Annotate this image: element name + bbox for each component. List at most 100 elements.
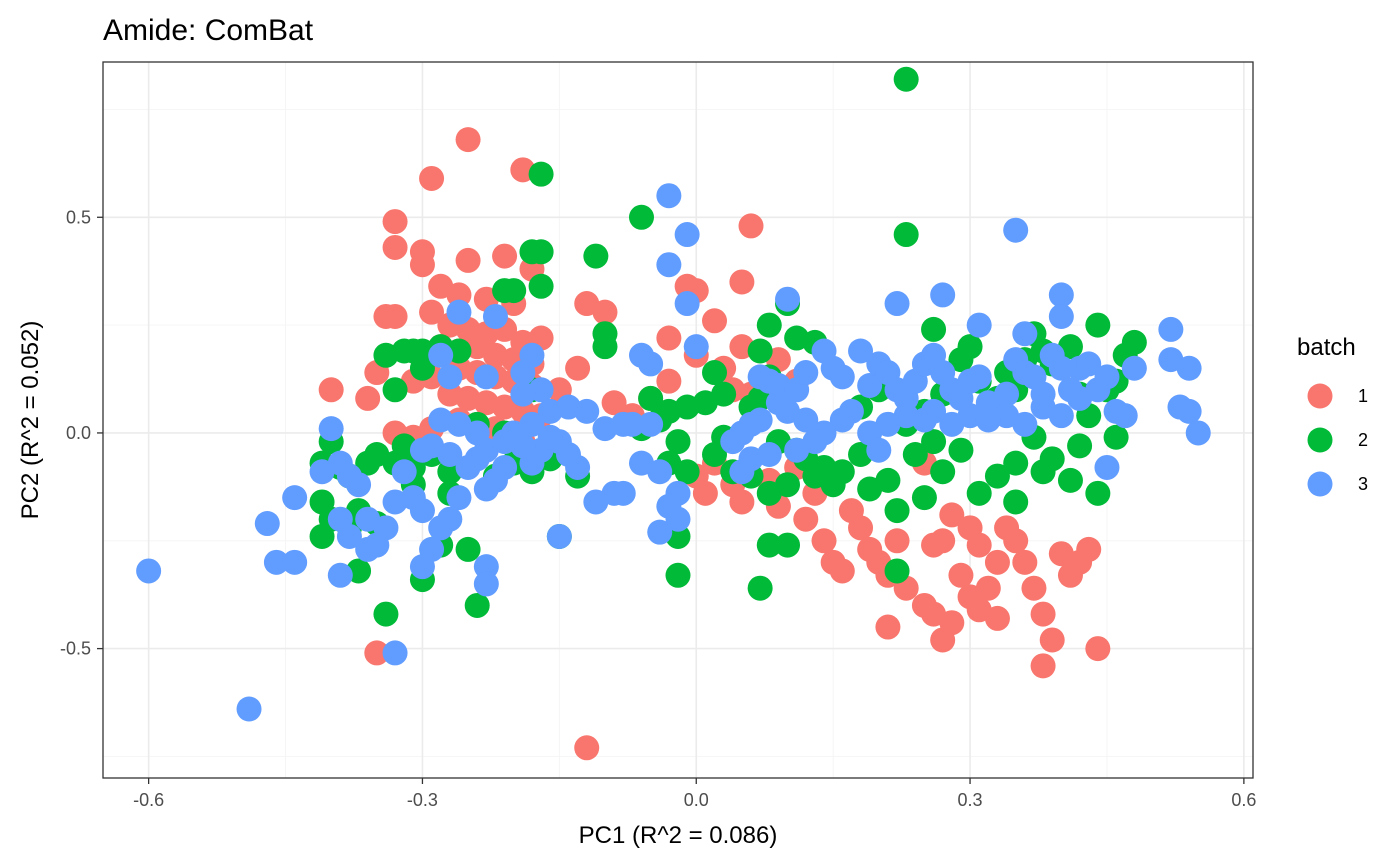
data-point [419,299,445,325]
data-point [1048,282,1074,308]
data-point [1094,454,1120,480]
data-point [784,437,810,463]
legend-title: batch [1297,334,1356,361]
data-point [1158,316,1184,342]
data-point [1085,636,1111,662]
data-point [884,498,910,524]
data-point [1085,480,1111,506]
data-point [519,239,545,265]
legend: batch 1 2 3 [1297,334,1368,497]
data-point [318,416,344,442]
data-point [1176,398,1202,424]
data-point [628,204,654,230]
data-point [327,562,353,588]
data-point [966,480,992,506]
data-point [364,640,390,666]
data-point [601,390,627,416]
data-point [336,523,362,549]
data-point [391,459,417,485]
data-point [473,571,499,597]
data-point [966,364,992,390]
data-point [263,549,289,575]
data-point [309,523,335,549]
data-point [1076,351,1102,377]
data-point [382,234,408,260]
data-point [720,429,746,455]
data-point [236,696,262,722]
data-point [574,735,600,761]
y-tick-label: -0.5 [60,639,91,659]
data-point [921,429,947,455]
data-point [473,554,499,580]
data-point [409,437,435,463]
legend-key-3 [1307,471,1333,497]
data-point [875,467,901,493]
data-point [455,127,481,153]
data-point [355,385,381,411]
data-point [665,562,691,588]
data-point [893,66,919,92]
data-point [994,381,1020,407]
data-point [583,489,609,515]
data-point [674,222,700,248]
data-point [893,222,919,248]
legend-key-1 [1307,383,1333,409]
data-point [692,480,718,506]
data-point [592,334,618,360]
data-point [473,476,499,502]
data-point [930,459,956,485]
data-point [382,209,408,235]
data-point [756,312,782,338]
data-point [382,489,408,515]
data-point [638,385,664,411]
data-point [482,303,508,329]
y-axis-title: PC2 (R^2 = 0.052) [17,321,44,520]
data-point [1121,355,1147,381]
data-point [793,360,819,386]
data-point [711,381,737,407]
series-1 [318,127,1111,761]
chart-title: Amide: ComBat [103,14,314,47]
data-point [866,437,892,463]
data-point [848,515,874,541]
data-point [1030,653,1056,679]
data-point [455,247,481,273]
data-point [619,411,645,437]
data-point [1185,420,1211,446]
data-point [948,437,974,463]
data-point [775,286,801,312]
data-point [1085,312,1111,338]
data-point [382,377,408,403]
data-point [528,161,554,187]
data-point [1048,303,1074,329]
data-point [1094,364,1120,390]
x-tick-label: 0.0 [684,790,709,810]
data-point [884,528,910,554]
data-point [829,558,855,584]
data-point [948,562,974,588]
data-point [537,424,563,450]
data-point [984,463,1010,489]
data-point [1103,424,1129,450]
data-point [254,511,280,537]
data-point [702,308,728,334]
data-point [355,506,381,532]
x-axis-title: PC1 (R^2 = 0.086) [579,822,778,849]
data-point [1112,403,1138,429]
data-point [957,515,983,541]
data-point [738,213,764,239]
data-point [1067,433,1093,459]
data-point [409,355,435,381]
data-point [1012,321,1038,347]
data-point [656,368,682,394]
data-point [428,515,454,541]
data-point [975,575,1001,601]
data-point [528,273,554,299]
data-point [473,364,499,390]
data-point [136,558,162,584]
data-point [1048,403,1074,429]
data-point [282,549,308,575]
data-point [437,442,463,468]
data-point [829,364,855,390]
